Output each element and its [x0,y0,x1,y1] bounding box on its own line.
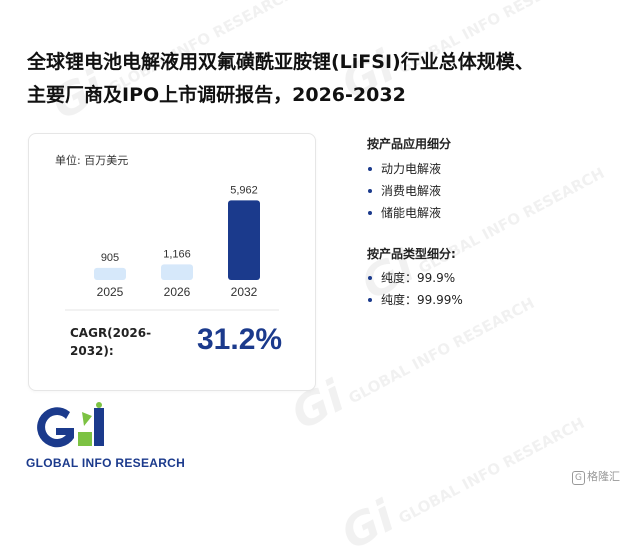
cagr-label: CAGR(2026- 2032): [70,324,170,360]
bar-2032 [228,200,260,280]
application-item: 消费电解液 [367,180,441,202]
cagr-label-line-1: CAGR(2026- [70,326,152,340]
application-section-title: 按产品应用细分 [367,137,452,151]
value-label-2026: 1,166 [163,248,191,260]
category-label-2025: 2025 [97,285,124,299]
page-title: 全球锂电池电解液用双氟磺酰亚胺锂(LiFSI)行业总体规模、 主要厂商及IPO上… [27,46,607,112]
logo-text: GLOBAL INFO RESEARCH [26,456,186,470]
gir-logo-icon [37,402,104,448]
application-item: 动力电解液 [367,158,441,180]
cagr-label-line-2: 2032): [70,344,114,358]
category-label-2032: 2032 [231,285,258,299]
unit-label: 单位: 百万美元 [55,154,129,167]
source-badge: G 格隆汇 [572,468,620,485]
title-line-1: 全球锂电池电解液用双氟磺酰亚胺锂(LiFSI)行业总体规模、 [27,51,534,73]
source-badge-text: 格隆汇 [587,470,620,483]
type-item: 纯度：99.9% [367,267,463,289]
type-item: 纯度：99.99% [367,289,463,311]
watermark: Gi GLOBAL INFO RESEARCH [333,413,588,560]
value-label-2032: 5,962 [230,184,258,196]
type-list: 纯度：99.9% 纯度：99.99% [367,267,463,311]
market-size-bar-chart: 905 2025 1,166 2026 5,962 2032 [65,184,279,311]
market-size-card: 单位: 百万美元 905 2025 1,166 2026 5,962 2032 CAGR(… [28,133,316,391]
cagr-value: 31.2% [197,323,283,356]
bar-2025 [94,267,126,280]
application-list: 动力电解液 消费电解液 储能电解液 [367,158,441,224]
title-line-2: 主要厂商及IPO上市调研报告，2026-2032 [27,84,406,106]
gelonghui-icon: G [572,471,585,485]
bar-2026 [161,264,193,280]
value-label-2025: 905 [101,252,119,264]
application-item: 储能电解液 [367,202,441,224]
type-section-title: 按产品类型细分: [367,247,456,261]
category-label-2026: 2026 [164,285,191,299]
